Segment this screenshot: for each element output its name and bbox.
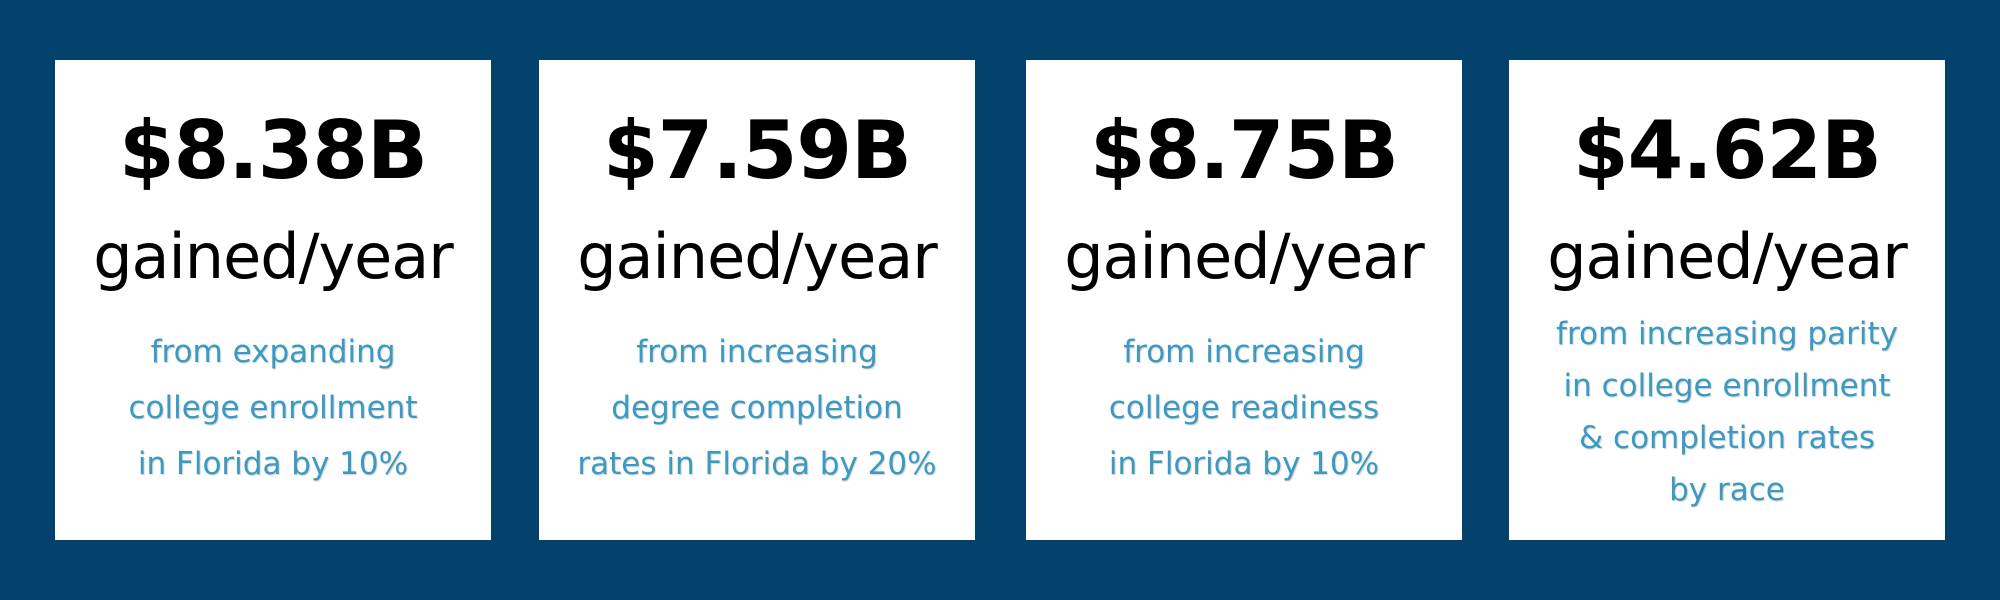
- stat-amount: $7.59B: [602, 104, 912, 197]
- stat-description-line: in college enrollment: [1563, 368, 1891, 404]
- stat-description: from increasing parity in college enroll…: [1509, 308, 1945, 516]
- stat-description: from increasing college readiness in Flo…: [1026, 324, 1462, 492]
- stat-description-line: by race: [1669, 472, 1785, 508]
- stat-description-line: college enrollment: [128, 390, 418, 426]
- stat-unit: gained/year: [1547, 220, 1908, 293]
- stat-description-line: from increasing parity: [1556, 316, 1898, 352]
- stat-card-racial-parity: $4.62B gained/year from increasing parit…: [1509, 60, 1945, 540]
- stat-description-line: college readiness: [1108, 390, 1380, 426]
- stat-description-line: from expanding: [150, 334, 396, 370]
- stat-amount: $4.62B: [1572, 104, 1882, 197]
- stat-card-college-readiness: $8.75B gained/year from increasing colle…: [1026, 60, 1462, 540]
- stat-unit: gained/year: [1064, 220, 1425, 293]
- stat-description-line: from increasing: [636, 334, 878, 370]
- stat-description-line: in Florida by 10%: [137, 446, 409, 482]
- stat-description-line: from increasing: [1123, 334, 1365, 370]
- stat-unit: gained/year: [577, 220, 938, 293]
- stat-description-line: degree completion: [611, 390, 903, 426]
- stat-description-line: & completion rates: [1579, 420, 1875, 456]
- stat-description-line: in Florida by 10%: [1108, 446, 1380, 482]
- stat-card-enrollment: $8.38B gained/year from expanding colleg…: [55, 60, 491, 540]
- stat-description: from expanding college enrollment in Flo…: [55, 324, 491, 492]
- stat-card-degree-completion: $7.59B gained/year from increasing degre…: [539, 60, 975, 540]
- stat-amount: $8.75B: [1089, 104, 1399, 197]
- stat-unit: gained/year: [93, 220, 454, 293]
- stat-amount: $8.38B: [118, 104, 428, 197]
- stat-description-line: rates in Florida by 20%: [577, 446, 937, 482]
- stat-description: from increasing degree completion rates …: [539, 324, 975, 492]
